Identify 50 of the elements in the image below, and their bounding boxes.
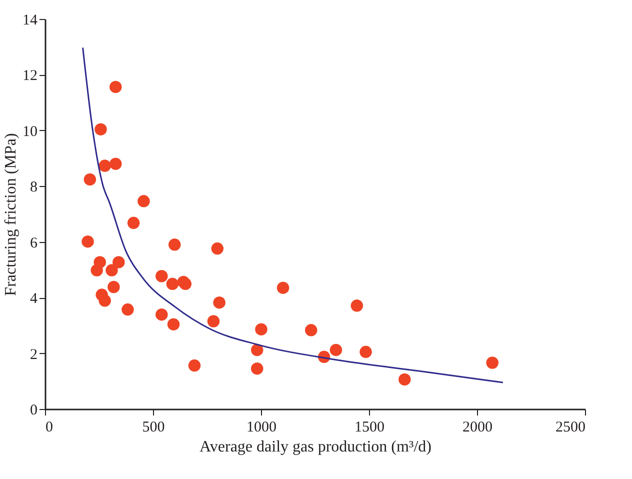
point — [122, 303, 134, 316]
point — [255, 323, 268, 336]
y-tick-label: 12 — [22, 68, 38, 84]
x-tick-label: 1000 — [246, 420, 276, 436]
point — [167, 318, 180, 330]
y-tick-label: 8 — [30, 180, 38, 196]
y-tick-label: 6 — [30, 235, 38, 252]
point — [98, 294, 111, 307]
x-tick-label: 1500 — [354, 420, 384, 436]
x-tick-label: 2000 — [462, 420, 492, 436]
y-tick-label: 2 — [30, 346, 38, 363]
point — [360, 346, 372, 358]
point — [486, 356, 498, 369]
y-tick-label: 10 — [22, 124, 38, 140]
point — [168, 238, 181, 251]
point — [188, 359, 201, 372]
point — [304, 324, 318, 336]
y-tick-label: 0 — [30, 402, 38, 418]
point — [110, 158, 122, 170]
x-axis-title: Average daily gas production (m³/d) — [200, 438, 432, 456]
point — [207, 315, 220, 328]
point — [127, 216, 140, 230]
point — [213, 296, 226, 309]
point — [211, 242, 224, 255]
point — [94, 123, 107, 136]
point — [350, 300, 364, 312]
y-axis-title: Fracturing friction (MPa) — [2, 133, 20, 296]
point — [166, 278, 179, 290]
point — [112, 256, 125, 268]
point — [156, 270, 168, 282]
point — [250, 344, 264, 356]
point — [110, 80, 122, 94]
point — [82, 235, 94, 248]
point — [276, 282, 290, 294]
point — [330, 344, 342, 356]
x-tick-label: 0 — [46, 420, 53, 436]
point — [398, 373, 411, 386]
point — [138, 195, 150, 208]
point — [84, 173, 96, 186]
point — [108, 280, 120, 294]
line-series — [82, 46, 504, 384]
y-tick-label: 14 — [22, 12, 38, 28]
point — [98, 160, 111, 172]
x-tick-label: 500 — [142, 420, 165, 436]
point — [106, 264, 118, 276]
point — [250, 362, 264, 375]
point — [156, 308, 168, 321]
x-tick-label: 2500 — [556, 420, 586, 436]
y-tick-label: 4 — [30, 291, 38, 308]
point — [90, 264, 103, 276]
